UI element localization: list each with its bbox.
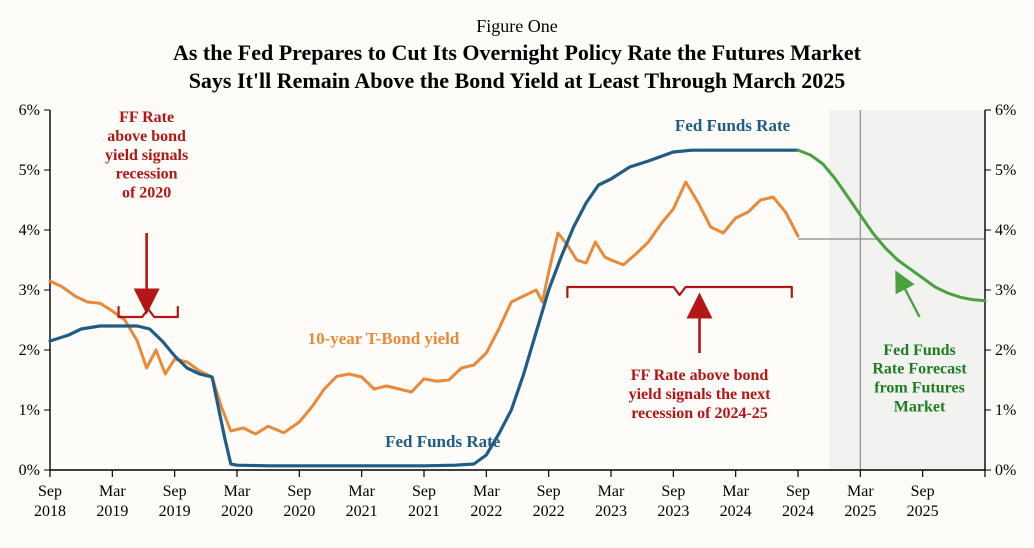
y-tick-right: 4%	[995, 222, 1016, 239]
forecast-shade	[829, 110, 985, 470]
x-tick-month: Sep	[412, 483, 436, 500]
x-tick-year: 2022	[533, 503, 565, 520]
y-tick-right: 6%	[995, 102, 1016, 119]
x-tick-year: 2022	[470, 503, 502, 520]
y-tick-left: 6%	[19, 102, 40, 119]
y-tick-right: 5%	[995, 162, 1016, 179]
annotation-forecast-lbl: Fed Funds	[883, 342, 955, 359]
x-tick-year: 2025	[907, 503, 939, 520]
x-tick-month: Sep	[537, 483, 561, 500]
figure-container: Figure One As the Fed Prepares to Cut It…	[0, 0, 1034, 548]
x-tick-year: 2020	[221, 503, 253, 520]
y-tick-left: 0%	[19, 462, 40, 479]
y-tick-left: 5%	[19, 162, 40, 179]
x-tick-month: Mar	[847, 483, 874, 500]
annotation-ff-2020: FF Rate	[119, 109, 174, 126]
x-tick-month: Mar	[722, 483, 749, 500]
annotation-ff-2024: FF Rate above bond	[631, 367, 769, 384]
annotation-ff-2024: yield signals the next	[629, 386, 771, 403]
figure-title-line2: Says It'll Remain Above the Bond Yield a…	[189, 68, 846, 93]
x-tick-month: Sep	[786, 483, 810, 500]
x-tick-month: Sep	[38, 483, 62, 500]
x-tick-year: 2021	[408, 503, 440, 520]
figure-title-line1: As the Fed Prepares to Cut Its Overnight…	[173, 40, 861, 65]
x-tick-month: Mar	[473, 483, 500, 500]
x-tick-year: 2021	[346, 503, 378, 520]
x-tick-month: Mar	[99, 483, 126, 500]
x-tick-month: Sep	[911, 483, 935, 500]
annotation-ff-2020: yield signals	[105, 147, 188, 164]
x-tick-year: 2019	[159, 503, 191, 520]
x-tick-month: Mar	[348, 483, 375, 500]
x-tick-year: 2023	[657, 503, 689, 520]
x-tick-year: 2024	[782, 503, 814, 520]
annotation-ffr-top: Fed Funds Rate	[675, 116, 791, 135]
annotation-forecast-lbl: Market	[894, 398, 946, 415]
y-tick-left: 3%	[19, 282, 40, 299]
y-tick-right: 1%	[995, 402, 1016, 419]
brace	[567, 287, 791, 297]
figure-caption: Figure One	[476, 16, 557, 36]
annotation-ff-2024: recession of 2024-25	[631, 405, 768, 422]
y-tick-left: 4%	[19, 222, 40, 239]
x-tick-month: Mar	[224, 483, 251, 500]
x-tick-year: 2020	[283, 503, 315, 520]
annotation-ff-2020: of 2020	[122, 185, 171, 202]
x-tick-month: Mar	[598, 483, 625, 500]
annotation-ff-2020: recession	[116, 166, 178, 183]
x-tick-year: 2024	[720, 503, 752, 520]
x-tick-month: Sep	[287, 483, 311, 500]
annotation-ff-2020: above bond	[107, 128, 186, 145]
y-tick-left: 2%	[19, 342, 40, 359]
y-tick-right: 3%	[995, 282, 1016, 299]
x-tick-year: 2023	[595, 503, 627, 520]
x-tick-year: 2018	[34, 503, 66, 520]
annotation-ffr-bottom: Fed Funds Rate	[385, 432, 501, 451]
y-tick-right: 0%	[995, 462, 1016, 479]
brace	[119, 307, 178, 317]
annotation-tbond-lbl: 10-year T-Bond yield	[308, 329, 460, 348]
x-tick-year: 2019	[96, 503, 128, 520]
x-tick-month: Sep	[661, 483, 685, 500]
y-tick-right: 2%	[995, 342, 1016, 359]
annotation-forecast-lbl: Rate Forecast	[872, 361, 967, 378]
y-tick-left: 1%	[19, 402, 40, 419]
x-tick-year: 2025	[844, 503, 876, 520]
annotation-forecast-lbl: from Futures	[874, 380, 965, 397]
x-tick-month: Sep	[163, 483, 187, 500]
